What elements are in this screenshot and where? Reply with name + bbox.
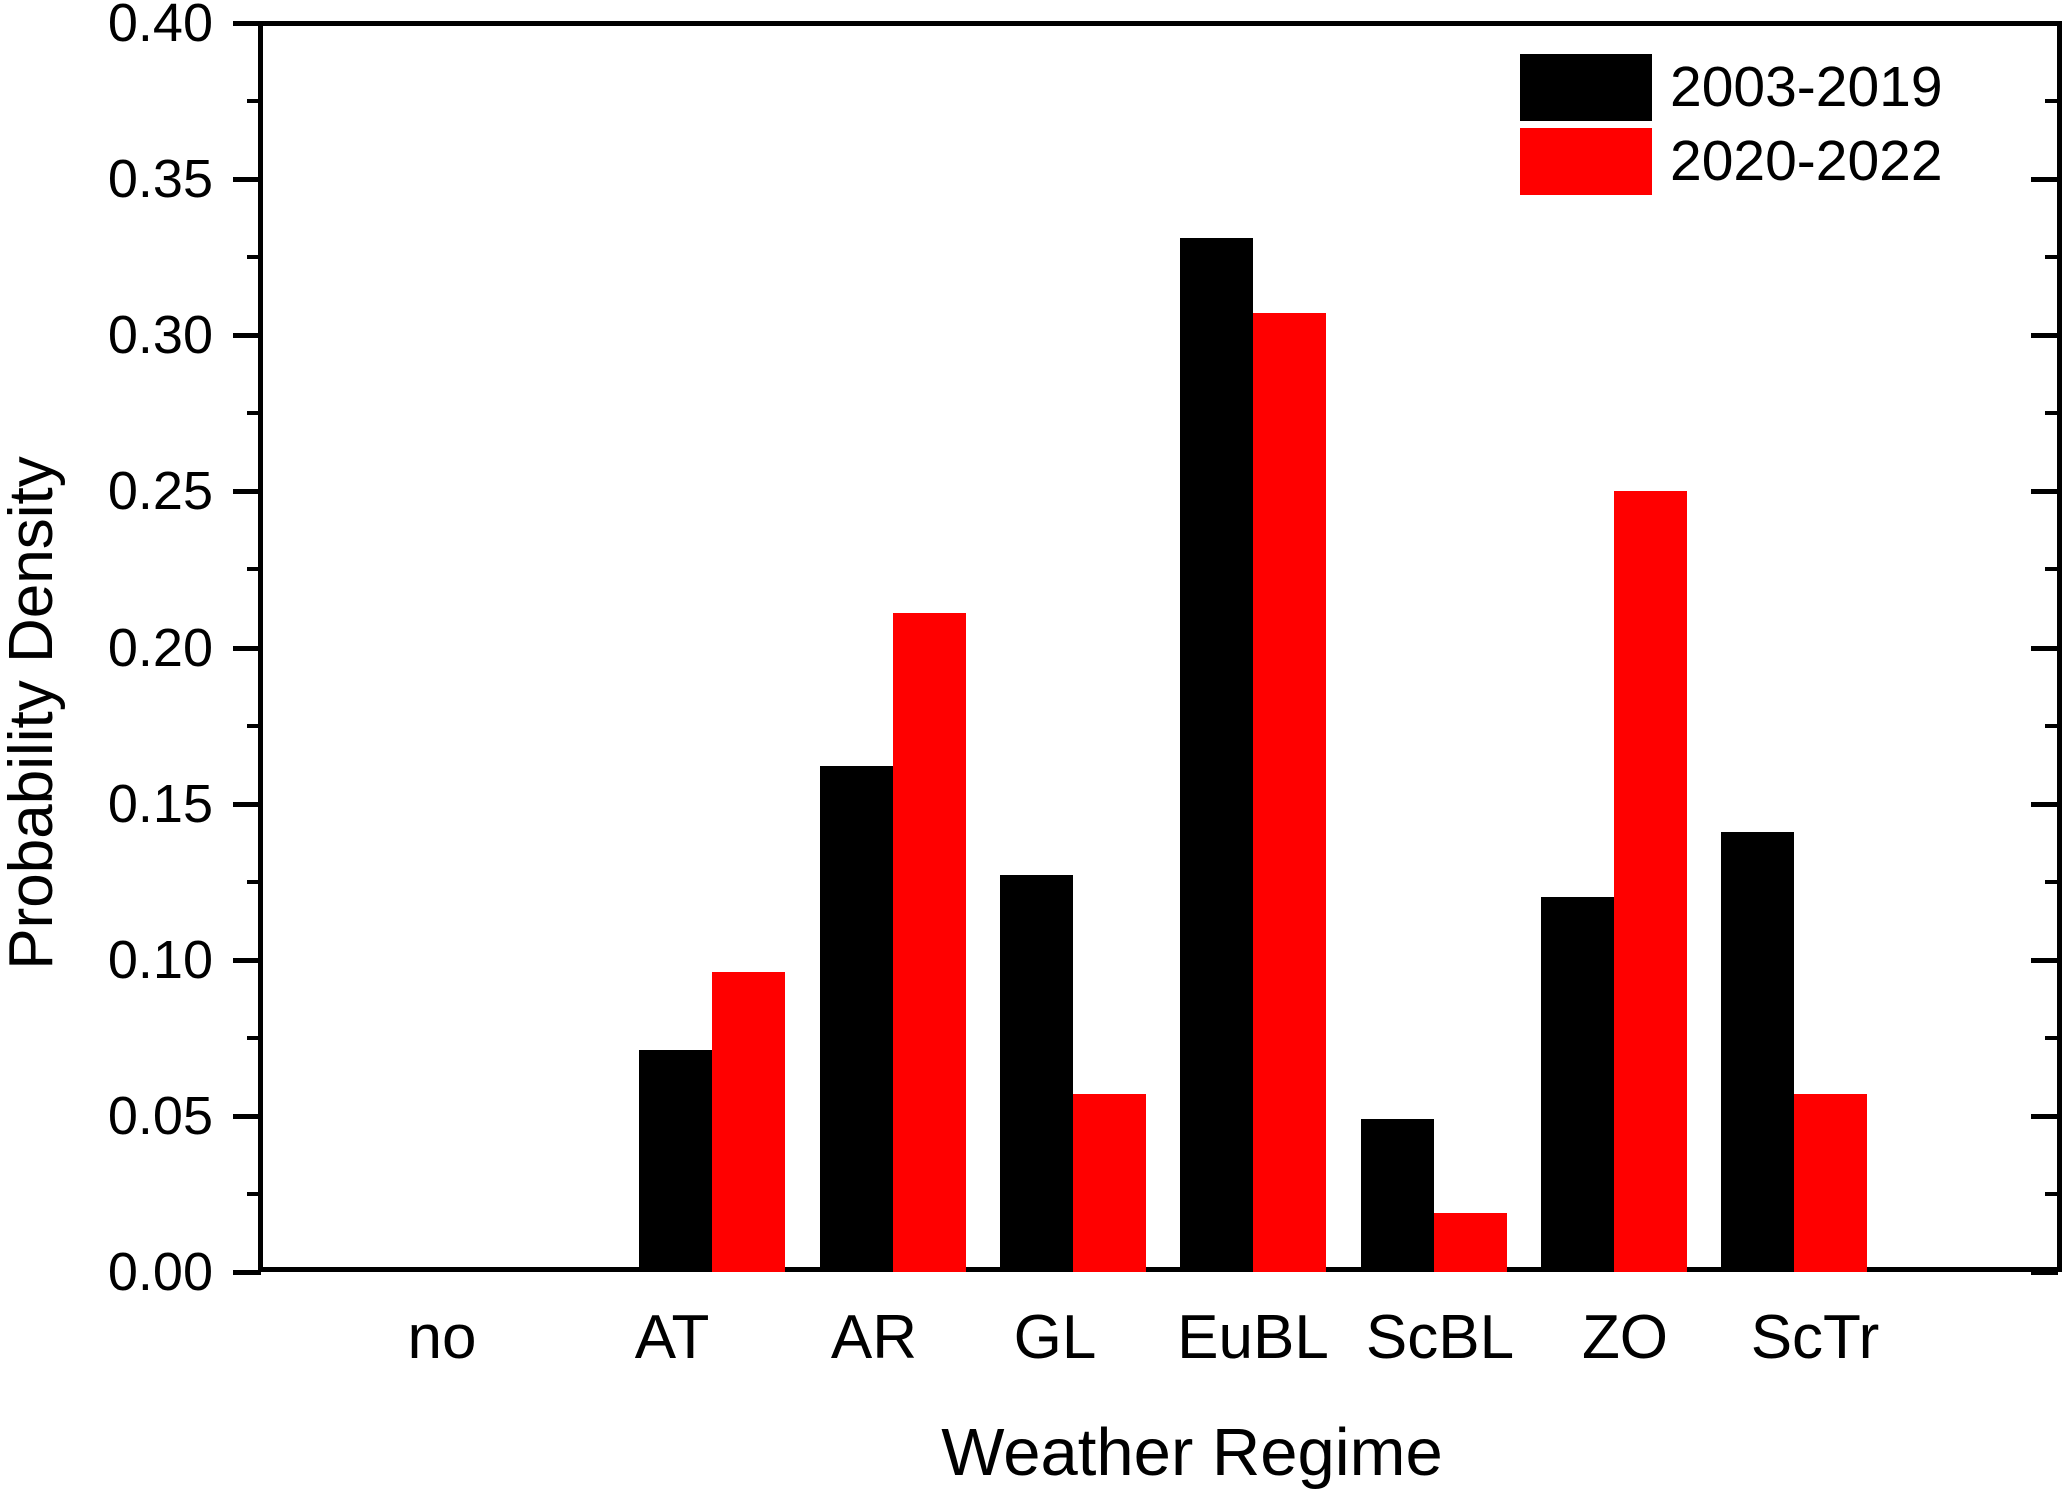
y-axis-major-tick-left [233, 177, 261, 183]
y-axis-major-tick-right [2031, 177, 2058, 183]
y-axis-major-tick-left [233, 1113, 261, 1119]
y-axis-minor-tick-right [2045, 411, 2058, 416]
x-tick-label-AR: AR [830, 1303, 918, 1372]
bar-2003-2019-GL [1000, 875, 1073, 1272]
y-axis-minor-tick-right [2045, 99, 2058, 104]
y-axis-major-tick-left [233, 645, 261, 651]
bar-2020-2022-ScBL [1434, 1213, 1507, 1272]
x-tick-label-ZO: ZO [1581, 1303, 1669, 1372]
y-axis-major-tick-left [233, 1270, 261, 1275]
y-axis-minor-tick-left [247, 1035, 261, 1040]
y-axis-major-tick-left [233, 489, 261, 495]
bar-2020-2022-ZO [1614, 491, 1687, 1272]
y-axis-title: Probability Density [0, 456, 66, 970]
y-tick-label: 0.10 [107, 929, 213, 990]
y-axis-minor-tick-right [2045, 879, 2058, 884]
legend-item-2020-2022: 2020-2022 [1520, 128, 1943, 195]
y-axis-minor-tick-left [247, 879, 261, 884]
legend-label-2003-2019: 2003-2019 [1670, 55, 1943, 119]
y-axis-minor-tick-left [247, 567, 261, 572]
y-axis-major-tick-right [2031, 333, 2058, 339]
y-tick-label: 0.40 [107, 0, 213, 53]
y-axis-major-tick-right [2031, 21, 2058, 26]
y-tick-label: 0.20 [107, 617, 213, 678]
y-tick-label: 0.25 [107, 461, 213, 522]
y-axis-minor-tick-left [247, 255, 261, 260]
x-tick-label-ScBL: ScBL [1365, 1303, 1515, 1372]
y-axis-minor-tick-left [247, 1191, 261, 1196]
y-axis-major-tick-left [233, 957, 261, 963]
y-axis-minor-tick-right [2045, 1191, 2058, 1196]
y-axis-minor-tick-left [247, 99, 261, 104]
y-tick-label: 0.05 [107, 1085, 213, 1146]
bar-2020-2022-EuBL [1253, 313, 1326, 1272]
bar-2003-2019-EuBL [1180, 238, 1253, 1272]
y-tick-label: 0.15 [107, 773, 213, 834]
bar-2020-2022-AR [893, 613, 966, 1272]
y-axis-minor-tick-left [247, 411, 261, 416]
y-axis-minor-tick-right [2045, 255, 2058, 260]
x-tick-label-AT: AT [634, 1303, 710, 1372]
y-axis-major-tick-right [2031, 489, 2058, 495]
legend-label-2020-2022: 2020-2022 [1670, 129, 1943, 193]
bar-2020-2022-AT [712, 972, 785, 1272]
y-tick-label: 0.00 [107, 1242, 213, 1302]
y-axis-minor-tick-right [2045, 723, 2058, 728]
bar-2020-2022-GL [1073, 1094, 1146, 1272]
y-axis-major-tick-left [233, 21, 261, 26]
y-tick-label: 0.35 [107, 149, 213, 210]
legend-swatch-red [1520, 128, 1652, 195]
legend-item-2003-2019: 2003-2019 [1520, 54, 1943, 121]
bar-2003-2019-ScTr [1721, 832, 1794, 1272]
x-tick-label-no: no [407, 1303, 477, 1372]
y-axis-major-tick-left [233, 801, 261, 807]
y-axis-minor-tick-left [247, 723, 261, 728]
x-tick-label-EuBL: EuBL [1177, 1303, 1329, 1372]
y-axis-major-tick-right [2031, 801, 2058, 807]
y-tick-label: 0.30 [107, 305, 213, 366]
bar-2020-2022-ScTr [1794, 1094, 1867, 1272]
y-axis-major-tick-right [2031, 1113, 2058, 1119]
x-tick-label-GL: GL [1013, 1303, 1097, 1372]
y-axis-major-tick-right [2031, 645, 2058, 651]
y-axis-minor-tick-right [2045, 567, 2058, 572]
legend: 2003-2019 2020-2022 [1520, 54, 1943, 202]
y-axis-minor-tick-right [2045, 1035, 2058, 1040]
y-axis-major-tick-right [2031, 1270, 2058, 1275]
plot-area [260, 23, 2062, 1272]
x-tick-label-ScTr: ScTr [1750, 1303, 1880, 1372]
bar-2003-2019-ScBL [1361, 1119, 1434, 1272]
y-axis-major-tick-right [2031, 957, 2058, 963]
bar-2003-2019-ZO [1541, 897, 1614, 1272]
y-axis-major-tick-left [233, 333, 261, 339]
bar-2003-2019-AT [639, 1050, 712, 1272]
legend-swatch-black [1520, 54, 1652, 121]
x-axis-title: Weather Regime [941, 1415, 1443, 1490]
bar-2003-2019-AR [820, 766, 893, 1272]
